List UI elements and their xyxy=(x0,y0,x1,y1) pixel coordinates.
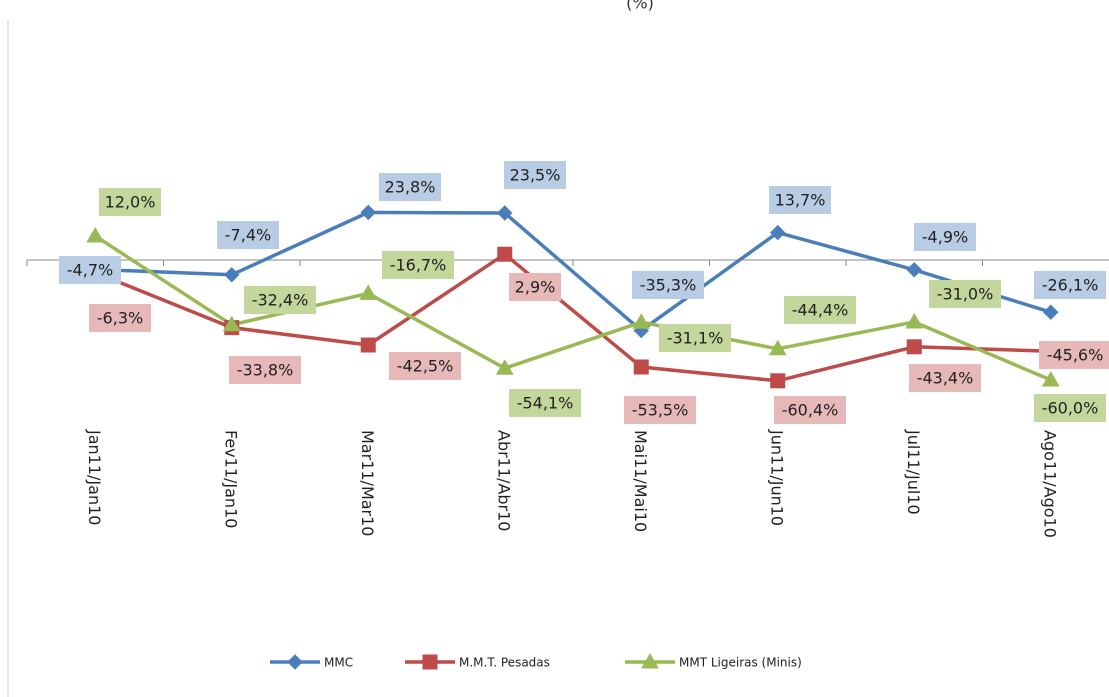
data-point xyxy=(768,339,787,356)
legend-marker xyxy=(287,654,303,670)
value-label: 12,0% xyxy=(105,193,156,212)
data-point xyxy=(360,204,376,221)
value-label-box xyxy=(89,304,151,332)
value-label: -26,1% xyxy=(1042,276,1099,295)
value-label-box xyxy=(382,251,454,279)
value-label: -60,4% xyxy=(782,401,839,420)
value-label: -31,0% xyxy=(937,285,994,304)
legend-label: MMC xyxy=(324,656,353,670)
x-tick-label: Mar11/Mar10 xyxy=(358,430,377,536)
x-tick-label: Fev11/Jan10 xyxy=(221,430,240,528)
value-label-box xyxy=(659,324,731,352)
x-tick-label: Jan11/Jan10 xyxy=(85,429,104,525)
value-label: -32,4% xyxy=(252,291,309,310)
data-point xyxy=(906,339,922,355)
legend-label: M.M.T. Pesadas xyxy=(459,656,550,670)
x-tick-label: Abr11/Abr10 xyxy=(494,430,513,531)
value-label-box xyxy=(229,356,301,384)
value-label-box xyxy=(914,223,976,251)
data-point xyxy=(906,262,922,278)
data-point xyxy=(497,205,513,221)
value-label: -16,7% xyxy=(390,256,447,275)
value-label: -31,1% xyxy=(667,329,724,348)
value-label-box xyxy=(509,273,561,301)
value-label-box xyxy=(379,173,441,201)
value-label: -7,4% xyxy=(225,226,271,245)
value-label-box xyxy=(99,188,161,216)
data-point xyxy=(632,313,651,329)
value-label: -33,8% xyxy=(237,361,294,380)
value-label-box xyxy=(509,389,581,417)
data-point xyxy=(497,246,513,262)
value-label-box xyxy=(504,161,566,189)
series-line xyxy=(94,252,1051,383)
value-label: -35,3% xyxy=(640,276,697,295)
data-point xyxy=(495,359,514,375)
data-point xyxy=(360,337,376,353)
data-point xyxy=(224,267,240,283)
value-label-box xyxy=(774,396,846,424)
x-tick-label: Jun11/Jun10 xyxy=(767,429,786,526)
value-label-box xyxy=(1034,271,1106,299)
legend-item: M.M.T. Pesadas xyxy=(405,654,550,670)
value-label-box xyxy=(909,364,981,392)
value-label: -53,5% xyxy=(632,401,689,420)
value-label: 2,9% xyxy=(515,278,556,297)
value-label: -43,4% xyxy=(917,369,974,388)
x-tick-label: Jul11/Jul10 xyxy=(904,429,923,515)
value-label-box xyxy=(59,256,121,284)
legend-marker xyxy=(641,652,659,669)
x-tick-label: Mai11/Mai10 xyxy=(631,430,650,532)
value-label-box xyxy=(1034,394,1106,422)
x-tick-label: Ago11/Ago10 xyxy=(1040,430,1059,538)
data-point xyxy=(770,224,786,241)
value-label: -42,5% xyxy=(397,357,454,376)
value-label-box xyxy=(784,296,856,324)
value-label-box xyxy=(389,352,461,380)
data-point xyxy=(905,312,924,329)
value-label-box xyxy=(929,280,1001,308)
value-label-box xyxy=(769,186,831,214)
legend-item: MMC xyxy=(270,654,353,670)
value-label: 23,8% xyxy=(385,178,436,197)
legend-label: MMT Ligeiras (Minis) xyxy=(679,656,802,670)
data-point xyxy=(1043,304,1059,320)
value-label-box xyxy=(632,271,704,299)
value-label: -60,0% xyxy=(1042,399,1099,418)
legend-item: MMT Ligeiras (Minis) xyxy=(625,652,802,670)
value-label: -44,4% xyxy=(792,301,849,320)
value-label-box xyxy=(244,286,316,314)
value-label: -45,6% xyxy=(1047,346,1104,365)
data-point xyxy=(1041,370,1060,387)
series-line xyxy=(94,234,1052,382)
value-label: -54,1% xyxy=(517,394,574,413)
value-label-box xyxy=(624,396,696,424)
value-label: 23,5% xyxy=(510,166,561,185)
series-line xyxy=(95,210,1052,333)
value-label-box xyxy=(217,221,279,249)
value-label: 13,7% xyxy=(775,191,826,210)
chart-title: (%) xyxy=(626,0,654,13)
data-point xyxy=(86,226,105,243)
value-label-box xyxy=(1039,341,1109,369)
data-point xyxy=(633,359,649,375)
data-point xyxy=(222,315,241,332)
data-point xyxy=(770,373,786,389)
data-point xyxy=(359,284,378,300)
legend-marker xyxy=(422,654,438,670)
value-label: -6,3% xyxy=(97,309,143,328)
value-label: -4,7% xyxy=(67,261,113,280)
value-label: -4,9% xyxy=(922,228,968,247)
